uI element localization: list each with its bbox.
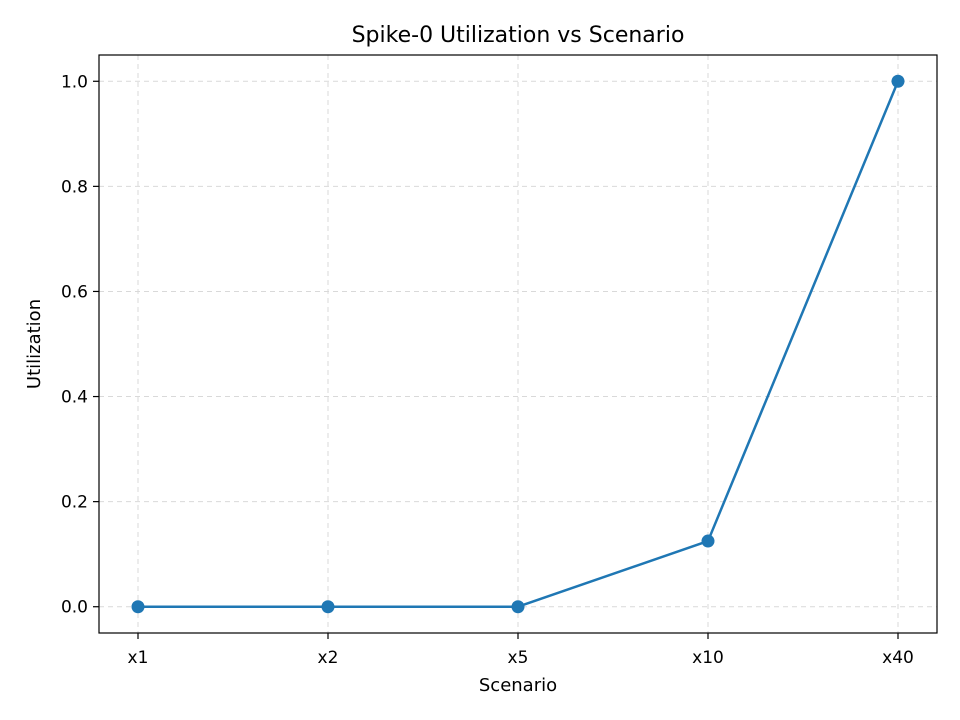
chart-title: Spike-0 Utilization vs Scenario [352,23,685,48]
data-point [321,600,335,614]
x-tick-label: x1 [128,648,149,668]
x-tick-label: x40 [882,648,914,668]
data-point [131,600,145,614]
data-point [891,74,905,88]
x-tick-label: x10 [692,648,724,668]
y-tick-label: 0.6 [61,282,88,302]
y-tick-label: 1.0 [61,72,88,92]
y-tick-label: 0.4 [61,388,88,408]
x-tick-label: x2 [318,648,339,668]
y-tick-label: 0.8 [61,177,88,197]
data-point [701,534,715,548]
grid [99,55,937,633]
x-axis-label: Scenario [479,675,557,696]
y-tick-label: 0.0 [61,598,88,618]
y-tick-label: 0.2 [61,493,88,513]
series-layer [131,74,905,614]
ticks: x1 x2 x5 x10 x40 0.0 0.2 0.4 0.6 0.8 1.0 [61,72,914,668]
data-point [511,600,525,614]
x-tick-label: x5 [508,648,529,668]
y-axis-label: Utilization [24,299,45,389]
